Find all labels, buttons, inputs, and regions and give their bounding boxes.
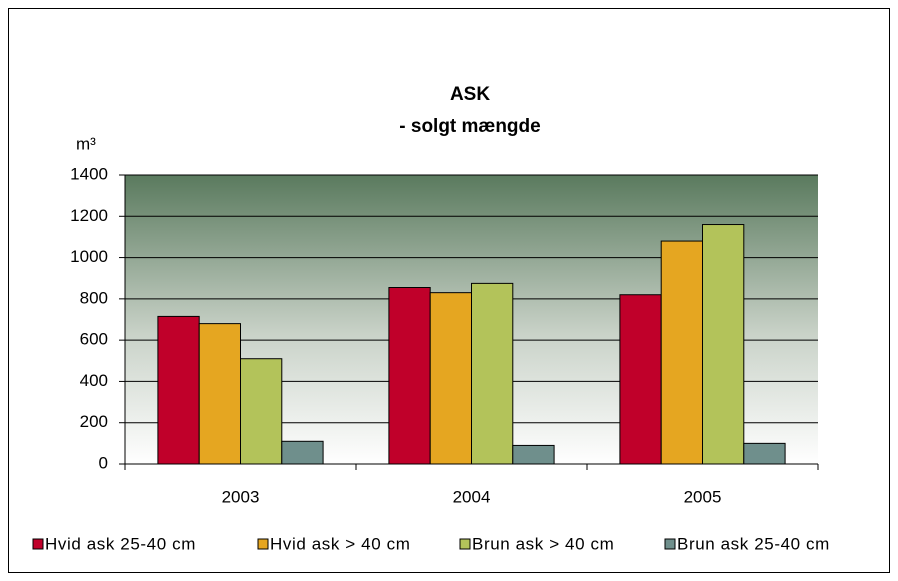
legend-swatch bbox=[257, 538, 269, 550]
bar bbox=[388, 287, 431, 465]
x-tick-label: 2003 bbox=[222, 487, 260, 506]
bar bbox=[702, 224, 745, 465]
y-tick-label: 600 bbox=[80, 330, 108, 349]
legend-swatch bbox=[664, 538, 676, 550]
chart-subtitle: - solgt mængde bbox=[399, 116, 540, 137]
legend-swatch bbox=[32, 538, 44, 550]
y-tick-label: 400 bbox=[80, 371, 108, 390]
bar bbox=[429, 292, 473, 465]
legend-label: Hvid ask 25-40 cm bbox=[45, 534, 196, 553]
bar bbox=[157, 315, 200, 465]
y-tick-label: 200 bbox=[80, 412, 108, 431]
legend-swatch bbox=[459, 538, 471, 550]
y-tick-label: 1200 bbox=[70, 206, 108, 225]
y-tick-label: 1000 bbox=[70, 247, 108, 266]
bar bbox=[619, 294, 662, 465]
x-tick-label: 2004 bbox=[453, 487, 491, 506]
bar bbox=[281, 440, 324, 465]
chart-title: ASK bbox=[450, 84, 490, 105]
bar bbox=[512, 444, 555, 465]
legend-label: Hvid ask > 40 cm bbox=[270, 534, 410, 553]
legend-label: Brun ask 25-40 cm bbox=[677, 534, 830, 553]
y-axis-label: m³ bbox=[76, 134, 96, 153]
y-tick-label: 800 bbox=[80, 288, 108, 307]
x-tick-label: 2005 bbox=[684, 487, 722, 506]
legend-label: Brun ask > 40 cm bbox=[472, 534, 614, 553]
bar bbox=[240, 358, 283, 465]
bar bbox=[660, 240, 704, 465]
bar bbox=[198, 323, 241, 465]
y-tick-label: 1400 bbox=[70, 164, 108, 183]
bar bbox=[743, 442, 786, 465]
bar bbox=[471, 282, 514, 465]
y-tick-label: 0 bbox=[99, 453, 108, 472]
